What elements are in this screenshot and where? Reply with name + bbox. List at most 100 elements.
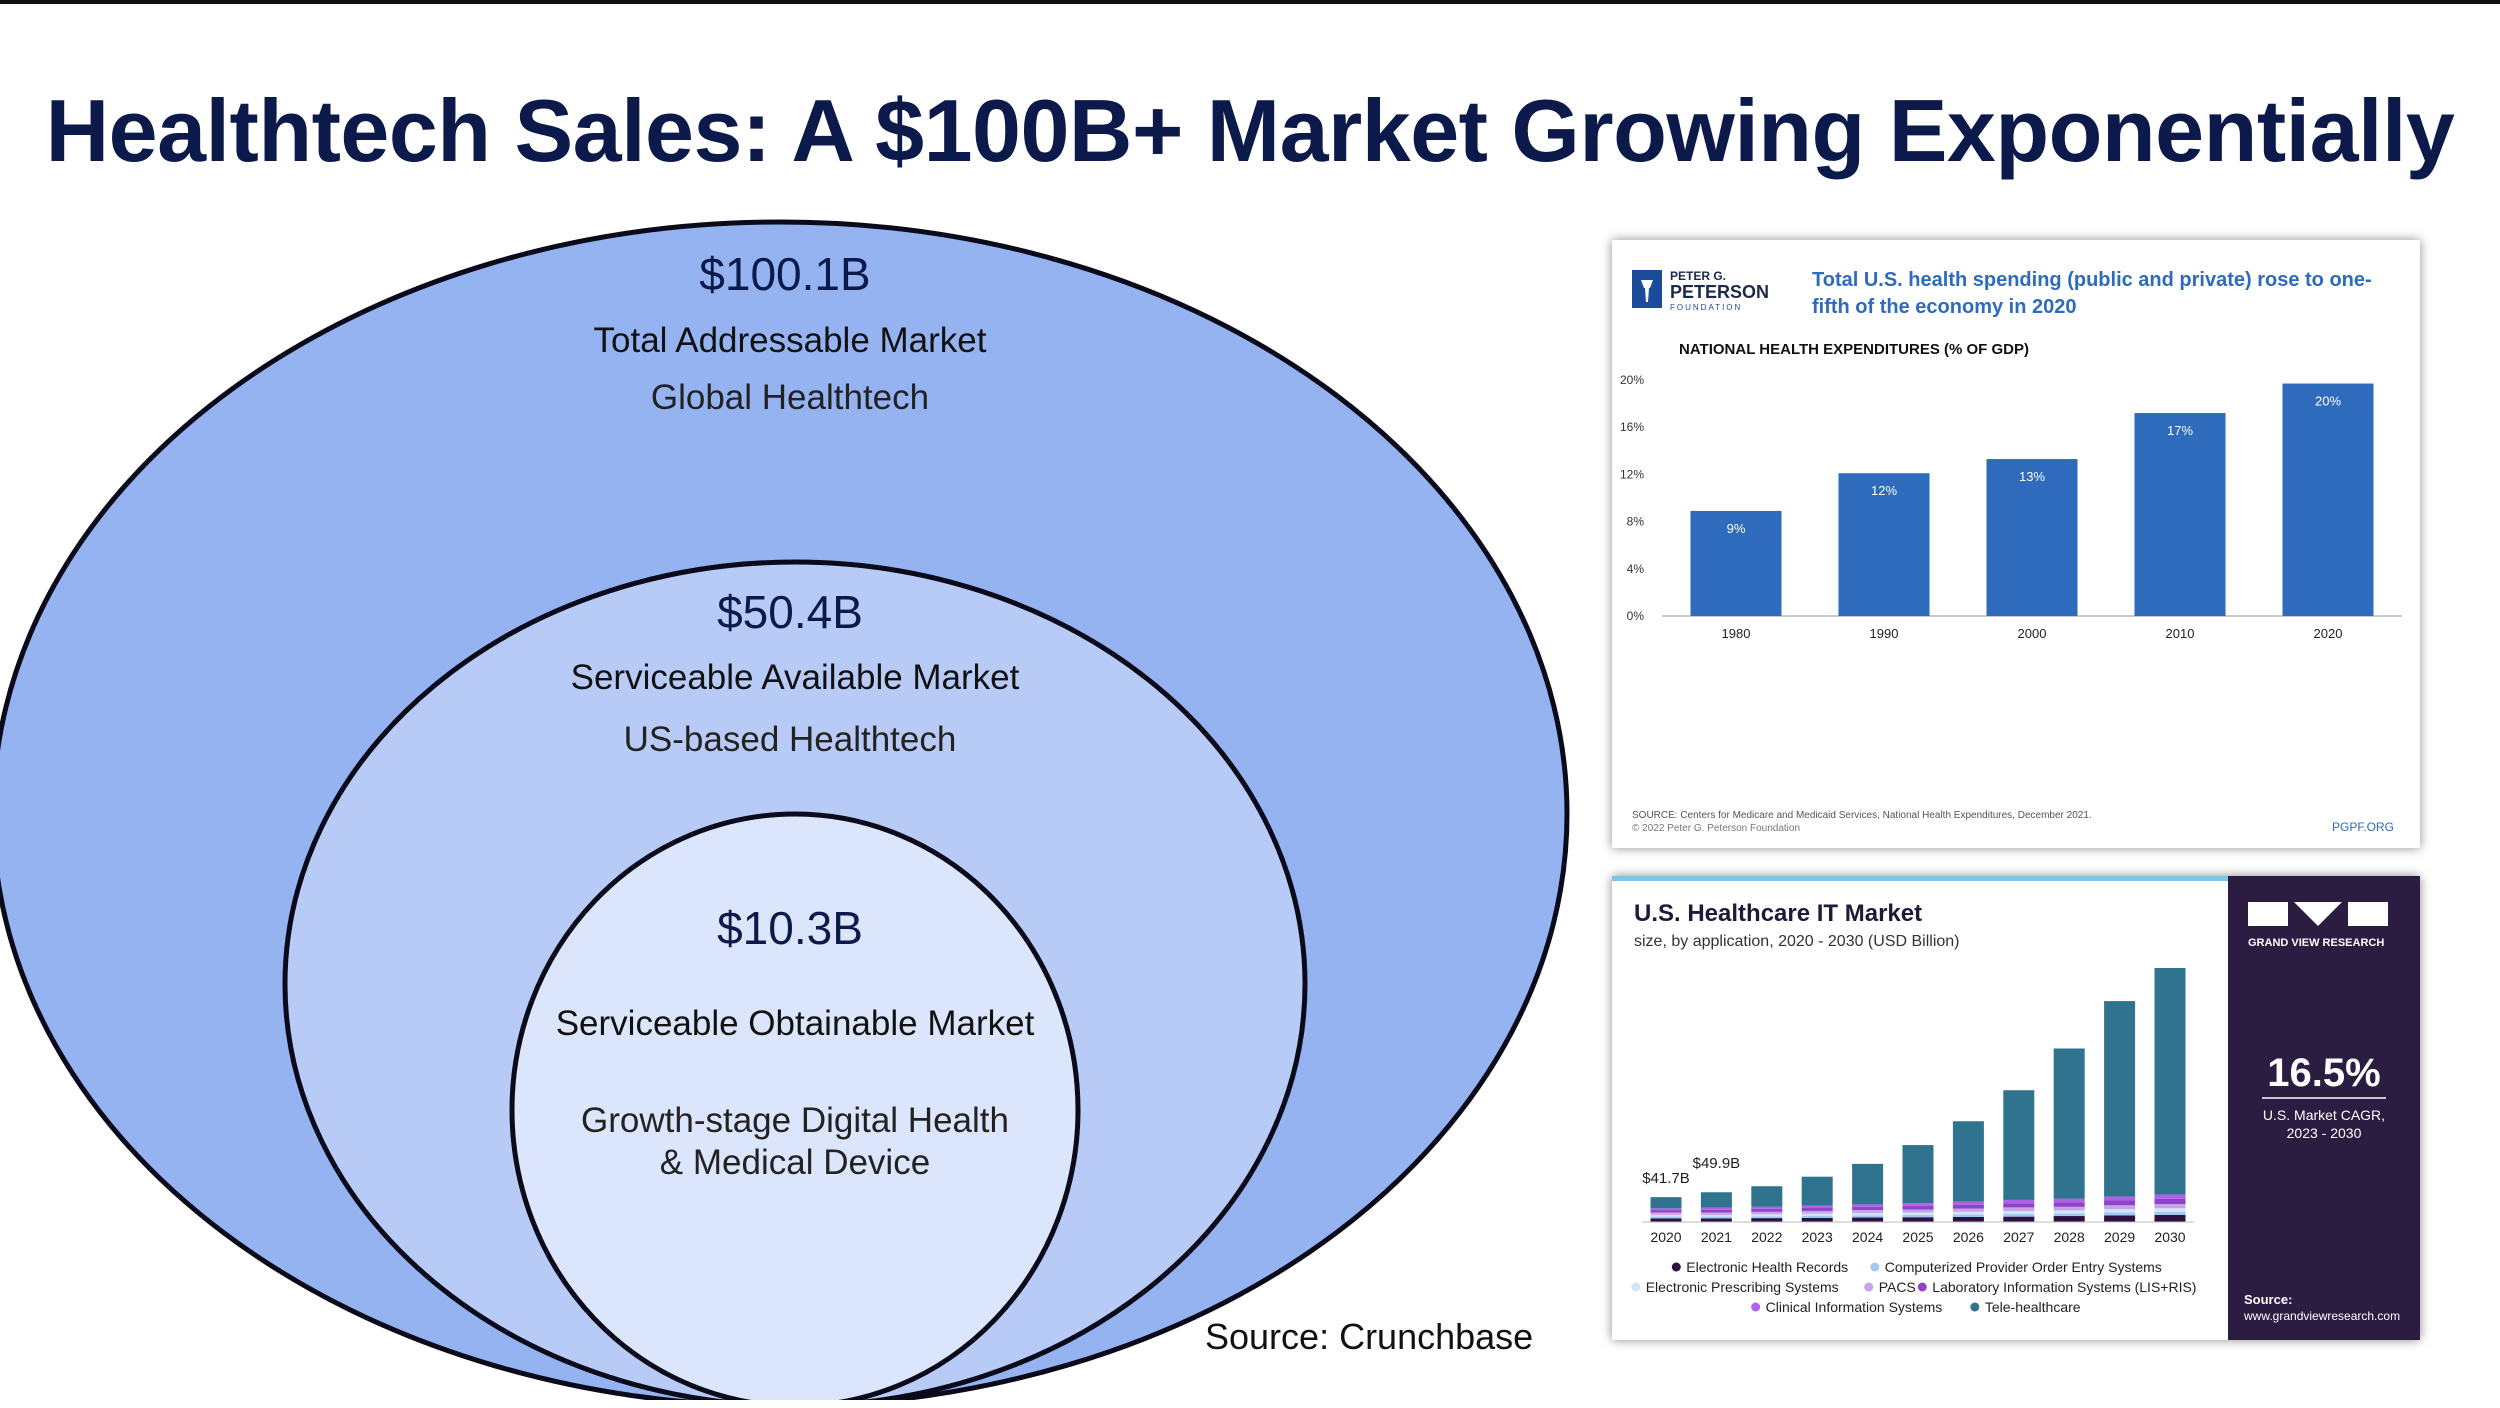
gvr-bar-segment xyxy=(1902,1145,1934,1204)
gvr-bar-segment xyxy=(1952,1204,1984,1209)
gvr-bar-segment xyxy=(1700,1207,1732,1210)
gvr-bar-segment xyxy=(2053,1210,2085,1214)
pgpf-title-line-1: Total U.S. health spending (public and p… xyxy=(1812,269,2372,291)
gvr-bar-segment xyxy=(1902,1209,1934,1213)
gvr-bar-segment xyxy=(1751,1208,1783,1212)
gvr-bar-segment xyxy=(2003,1207,2035,1211)
gvr-stacked-bar-chart: U.S. Healthcare IT Market size, by appli… xyxy=(1612,876,2420,1340)
gvr-bar-segment xyxy=(1700,1216,1732,1219)
pgpf-data-label: 12% xyxy=(1871,483,1897,498)
gvr-xtick-label: 2029 xyxy=(2104,1229,2135,1245)
som-sublabel-line-1: Growth-stage Digital Health xyxy=(581,1101,1009,1140)
gvr-bar-segment xyxy=(2053,1213,2085,1217)
pgpf-logo: PETER G. PETERSON FOUNDATION xyxy=(1632,269,1769,312)
tam-sublabel: Global Healthtech xyxy=(651,378,929,417)
gvr-legend-label: Electronic Health Records xyxy=(1686,1259,1848,1275)
gvr-xtick-label: 2025 xyxy=(1902,1229,1933,1245)
gvr-legend-label: Laboratory Information Systems (LIS+RIS) xyxy=(1932,1279,2196,1295)
gvr-source-url: www.grandviewresearch.com xyxy=(2243,1309,2400,1323)
pgpf-plot-area: 0% 4% 8% 12% 16% 20% 9% 1980 12% 1990 13% 2000 17% 20… xyxy=(1620,373,2402,641)
gvr-legend-swatch xyxy=(1970,1302,1980,1312)
pgpf-ytick-label: 16% xyxy=(1620,420,1644,434)
tam-label: Total Addressable Market xyxy=(594,321,987,360)
gvr-bar-segment xyxy=(2154,1211,2186,1215)
gvr-bar-segment xyxy=(1700,1212,1732,1215)
pgpf-xtick-label: 1980 xyxy=(1722,626,1751,641)
gvr-legend-swatch xyxy=(1631,1282,1641,1292)
gvr-logo-chevron xyxy=(2294,902,2342,926)
gvr-bar-segment xyxy=(1952,1201,1984,1205)
pgpf-data-label: 13% xyxy=(2019,469,2045,484)
pgpf-bar xyxy=(1838,473,1930,616)
gvr-bar-segment xyxy=(1801,1210,1833,1214)
gvr-bar-segment xyxy=(2154,1204,2186,1209)
gvr-bar-segment xyxy=(2053,1202,2085,1207)
gvr-legend-swatch xyxy=(1870,1262,1880,1272)
gvr-xtick-label: 2023 xyxy=(1802,1229,1833,1245)
pgpf-logo-line-3: FOUNDATION xyxy=(1670,303,1742,312)
gvr-bar-segment xyxy=(2104,1209,2136,1213)
gvr-chart-panel: U.S. Healthcare IT Market size, by appli… xyxy=(1612,876,2420,1340)
gvr-bar-segment xyxy=(2003,1213,2035,1217)
gvr-bar-segment xyxy=(1801,1176,1833,1206)
gvr-bar-segment xyxy=(1902,1217,1934,1222)
gvr-bar-segment xyxy=(1650,1218,1682,1222)
gvr-legend-label: Tele-healthcare xyxy=(1985,1299,2081,1315)
gvr-bar-segment xyxy=(1650,1216,1682,1219)
gvr-plot-area: 2020 $41.7B 2021 $49.9B 2022 2023 2024 2025 2026… xyxy=(1642,968,2194,1245)
gvr-bar-segment xyxy=(1852,1163,1884,1205)
gvr-xtick-label: 2020 xyxy=(1650,1229,1681,1245)
gvr-bar-segment xyxy=(1700,1209,1732,1213)
gvr-bar-segment xyxy=(1801,1217,1833,1222)
pgpf-logo-line-1: PETER G. xyxy=(1670,269,1726,283)
gvr-bar-segment xyxy=(1751,1216,1783,1219)
gvr-legend: Electronic Health Records Computerized Pr… xyxy=(1631,1259,2196,1315)
pgpf-credit: PGPF.ORG xyxy=(2332,820,2394,834)
gvr-bar-segment xyxy=(1751,1214,1783,1217)
gvr-bar-segment xyxy=(2154,968,2186,1195)
gvr-bar-segment xyxy=(1751,1186,1783,1207)
gvr-bar-segment xyxy=(2104,1212,2136,1216)
gvr-data-label: $41.7B xyxy=(1642,1170,1690,1187)
pgpf-xtick-label: 2000 xyxy=(2018,626,2047,641)
gvr-bar-segment xyxy=(1852,1217,1884,1222)
gvr-cagr-label-1: U.S. Market CAGR, xyxy=(2263,1107,2385,1123)
gvr-sidebar xyxy=(2228,876,2420,1340)
gvr-bar-segment xyxy=(1952,1121,1984,1202)
gvr-bar-segment xyxy=(1902,1212,1934,1215)
gvr-bar-segment xyxy=(2104,1200,2136,1206)
pgpf-chart-panel: PETER G. PETERSON FOUNDATION Total U.S. … xyxy=(1612,240,2420,848)
gvr-bar-segment xyxy=(2053,1206,2085,1211)
gvr-bar-segment xyxy=(1852,1204,1884,1207)
pgpf-xtick-label: 2010 xyxy=(2166,626,2195,641)
gvr-bar-segment xyxy=(2003,1216,2035,1222)
gvr-bar-segment xyxy=(1700,1192,1732,1208)
gvr-xtick-label: 2027 xyxy=(2003,1229,2034,1245)
gvr-bar-segment xyxy=(1852,1213,1884,1216)
gvr-bar-segment xyxy=(2104,1001,2136,1197)
gvr-bar-segment xyxy=(2104,1196,2136,1201)
pgpf-data-label: 20% xyxy=(2315,394,2341,409)
torch-icon xyxy=(1641,280,1653,302)
gvr-xtick-label: 2028 xyxy=(2054,1229,2085,1245)
gvr-bar-segment xyxy=(2053,1198,2085,1203)
pgpf-data-label: 9% xyxy=(1727,521,1746,536)
gvr-legend-swatch xyxy=(1671,1262,1681,1272)
gvr-bar-segment xyxy=(1650,1214,1682,1217)
gvr-top-accent xyxy=(1612,876,2228,881)
gvr-bar-segment xyxy=(1650,1212,1682,1215)
gvr-bar-segment xyxy=(1952,1214,1984,1217)
gvr-cagr-value: 16.5% xyxy=(2267,1051,2380,1095)
pgpf-xtick-label: 2020 xyxy=(2314,626,2343,641)
pgpf-ytick-label: 0% xyxy=(1627,609,1645,623)
tam-value: $100.1B xyxy=(699,248,870,300)
gvr-logo xyxy=(2248,902,2388,926)
gvr-bar-segment xyxy=(1902,1214,1934,1218)
sam-label: Serviceable Available Market xyxy=(571,658,1020,697)
gvr-bar-segment xyxy=(1650,1208,1682,1211)
gvr-bar-segment xyxy=(1852,1215,1884,1218)
gvr-bar-segment xyxy=(1902,1203,1934,1206)
gvr-bar-segment xyxy=(1952,1208,1984,1212)
som-ellipse xyxy=(509,811,1081,1400)
gvr-data-label: $49.9B xyxy=(1693,1155,1741,1172)
